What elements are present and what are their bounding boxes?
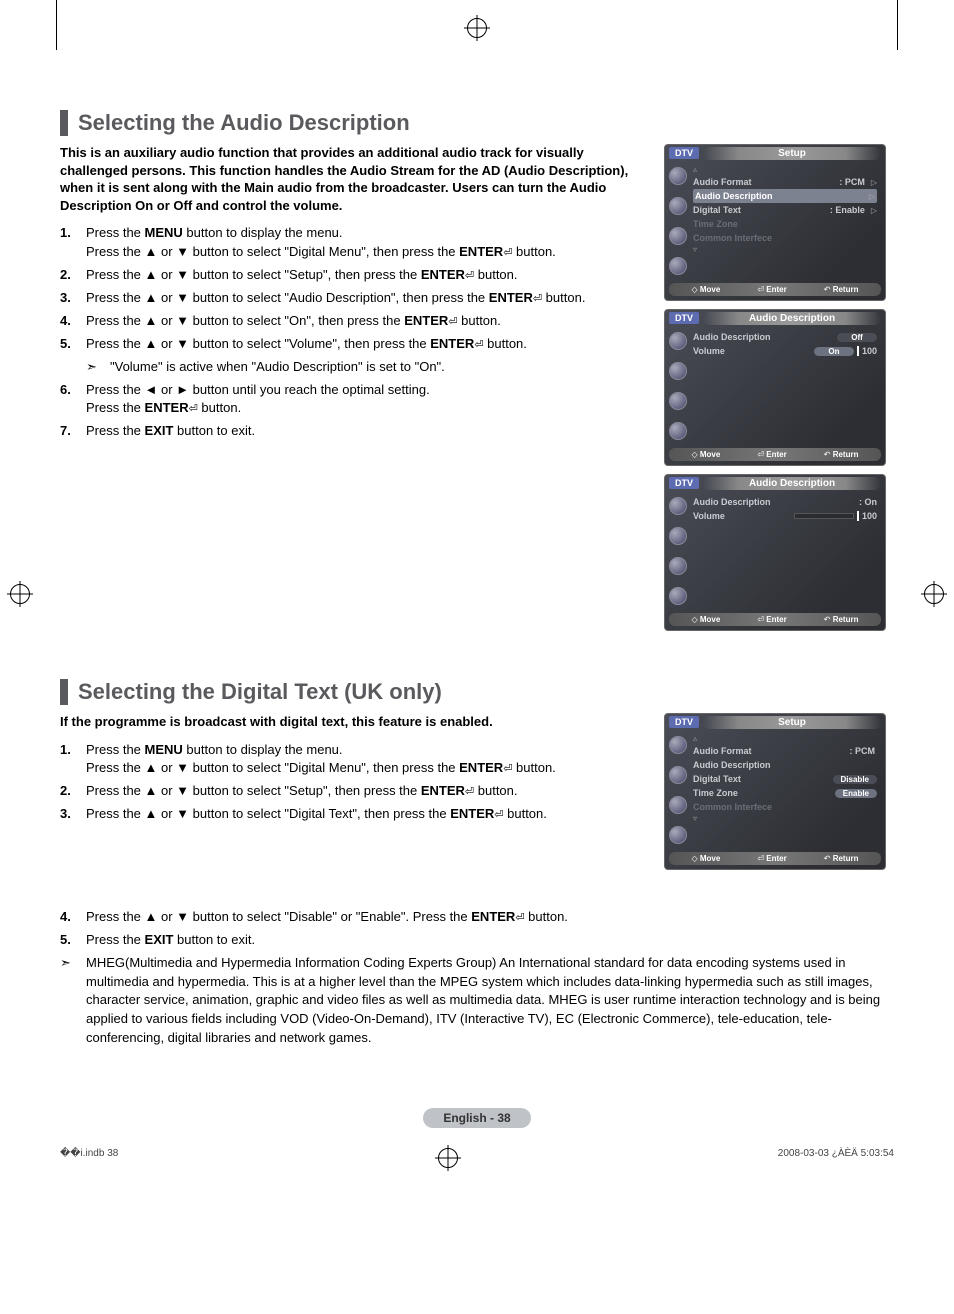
step: Press the ▲ or ▼ button to select "Digit… [60, 805, 650, 824]
tv-title: Setup [703, 147, 881, 160]
section1-note: "Volume" is active when "Audio Descripti… [60, 358, 650, 377]
tv-screenshot-digitaltext: DTVSetup ▵ Audio Format: PCM Audio Descr… [664, 713, 886, 870]
page-footer: English - 38 [60, 1108, 894, 1128]
section-digital-text: Selecting the Digital Text (UK only) If … [60, 679, 894, 1048]
section-audio-description: Selecting the Audio Description This is … [60, 110, 894, 639]
section1-steps-cont: Press the ◄ or ► button until you reach … [60, 381, 650, 442]
section1-steps: Press the MENU button to display the men… [60, 224, 650, 354]
section2-steps-cont: Press the ▲ or ▼ button to select "Disab… [60, 908, 894, 950]
step: Press the ▲ or ▼ button to select "Audio… [60, 289, 650, 308]
meta-right: 2008-03-03 ¿ÀÈÄ 5:03:54 [778, 1148, 894, 1168]
step: Press the EXIT button to exit. [60, 931, 894, 950]
step: Press the ▲ or ▼ button to select "Setup… [60, 266, 650, 285]
tv-side-icon [669, 227, 687, 245]
section1-intro: This is an auxiliary audio function that… [60, 144, 650, 214]
step: Press the ▲ or ▼ button to select "Setup… [60, 782, 650, 801]
mheg-note: MHEG(Multimedia and Hypermedia Informati… [60, 954, 894, 1048]
tv-side-icon [669, 197, 687, 215]
section2-title: Selecting the Digital Text (UK only) [60, 679, 894, 705]
step: Press the EXIT button to exit. [60, 422, 650, 441]
page-number: English - 38 [423, 1108, 530, 1128]
meta-left: ��i.indb 38 [60, 1148, 118, 1168]
dtv-tag: DTV [669, 147, 699, 159]
step: Press the MENU button to display the men… [60, 741, 650, 779]
step: Press the ▲ or ▼ button to select "On", … [60, 312, 650, 331]
tv-screenshot-setup: DTVSetup ▵ Audio Format: PCM▷ Audio Desc… [664, 144, 886, 301]
tv-side-icon [669, 167, 687, 185]
step: Press the MENU button to display the men… [60, 224, 650, 262]
tv-side-icon [669, 257, 687, 275]
tv-screenshot-audiodesc-on: DTVAudio Description Audio Description: … [664, 474, 886, 631]
tv-screenshot-audiodesc-off: DTVAudio Description Audio DescriptionOf… [664, 309, 886, 466]
section1-title: Selecting the Audio Description [60, 110, 894, 136]
step: Press the ▲ or ▼ button to select "Disab… [60, 908, 894, 927]
print-meta: ��i.indb 38 2008-03-03 ¿ÀÈÄ 5:03:54 [60, 1148, 894, 1168]
section2-intro: If the programme is broadcast with digit… [60, 713, 650, 731]
section2-steps: Press the MENU button to display the men… [60, 741, 650, 825]
step: Press the ▲ or ▼ button to select "Volum… [60, 335, 650, 354]
step: Press the ◄ or ► button until you reach … [60, 381, 650, 419]
